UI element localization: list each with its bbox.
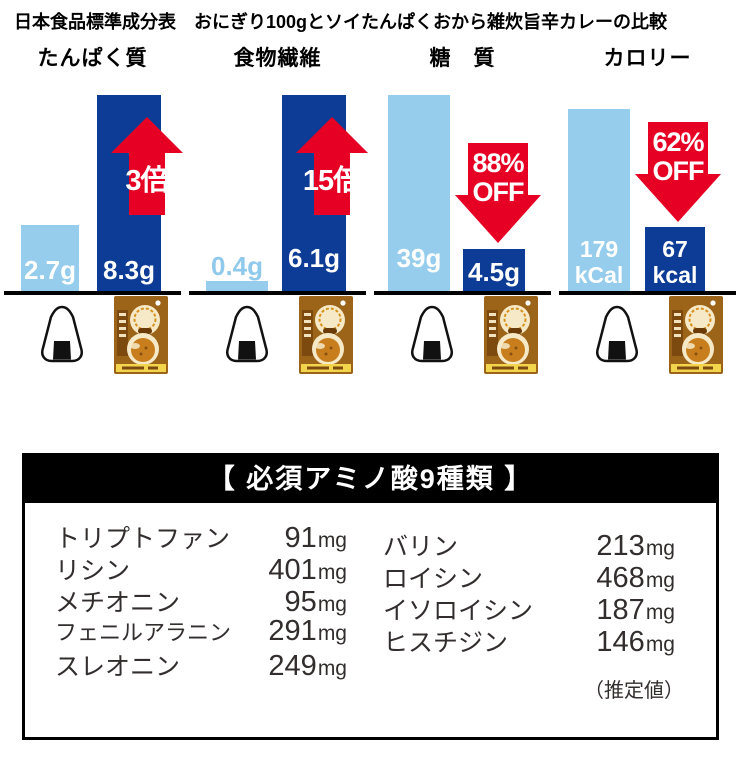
chart-group-fiber: 食物繊維 0.4g 6.1g 15倍: [185, 40, 370, 385]
amino-name: メチオニン: [55, 589, 181, 617]
amino-row: バリン 213 mg: [383, 527, 675, 562]
amino-unit: mg: [317, 529, 347, 552]
bar-value-label: 2.7g: [23, 255, 77, 285]
down-arrow-icon: [635, 122, 721, 222]
onigiri-icon: [226, 305, 268, 363]
onigiri-icon: [41, 305, 83, 363]
axis-baseline: [4, 291, 181, 295]
amino-panel-body: トリプトファン 91 mg リシン 401 mg メチオニン 95 mg フェニ…: [25, 503, 716, 737]
onigiri-icon: [596, 305, 638, 363]
amino-name: バリン: [383, 533, 459, 561]
axis-baseline: [189, 291, 366, 295]
bar-curry-sugar: 4.5g: [463, 249, 525, 292]
decrease-arrow-badge: 62% OFF: [635, 122, 721, 222]
amino-row: リシン 401 mg: [55, 551, 347, 586]
bar-value-label: 4.5g: [467, 257, 521, 287]
amino-value: 91: [284, 522, 317, 554]
amino-unit: mg: [317, 593, 347, 616]
amino-unit: mg: [645, 537, 675, 560]
amino-panel-title: 【 必須アミノ酸9種類 】: [25, 456, 716, 503]
amino-name: イソロイシン: [383, 597, 534, 625]
amino-acid-panel: 【 必須アミノ酸9種類 】 トリプトファン 91 mg リシン 401 mg メ…: [22, 453, 719, 740]
bar-onigiri-calories: 179 kCal: [568, 109, 630, 292]
increase-arrow-badge: 15倍: [296, 117, 368, 215]
onigiri-icon: [411, 305, 453, 363]
group-title-fiber: 食物繊維: [233, 47, 322, 70]
decrease-arrow-badge: 88% OFF: [455, 143, 541, 243]
badge-label: 3倍: [125, 165, 169, 197]
amino-row: ロイシン 468 mg: [383, 559, 675, 594]
amino-value: 291: [268, 615, 317, 647]
page-title: 日本食品標準成分表 おにぎり100gとソイたんぱくおから雑炊旨辛カレーの比較: [14, 12, 668, 32]
amino-name: ヒスチジン: [383, 629, 509, 657]
amino-name: リシン: [55, 557, 131, 585]
increase-arrow-badge: 3倍: [111, 117, 183, 215]
bar-onigiri-fiber: [206, 281, 268, 292]
amino-row: フェニルアラニン 291 mg: [55, 615, 347, 647]
estimated-value-note: （推定値）: [584, 680, 684, 702]
group-title-protein: たんぱく質: [37, 47, 148, 70]
down-arrow-icon: [455, 143, 541, 243]
amino-unit: mg: [317, 657, 347, 680]
curry-package-image: [669, 296, 723, 374]
chart-group-sugar: 糖 質 39g 4.5g 88% OFF: [370, 40, 555, 385]
amino-value: 187: [596, 594, 645, 626]
amino-name: トリプトファン: [55, 525, 231, 553]
up-arrow-icon: [296, 117, 368, 215]
amino-unit: mg: [645, 633, 675, 656]
bar-value-label-above: 0.4g: [210, 251, 264, 281]
amino-row: スレオニン 249 mg: [55, 647, 347, 682]
amino-unit: mg: [317, 622, 347, 645]
group-title-sugar: 糖 質: [429, 47, 496, 70]
amino-value: 249: [268, 650, 317, 682]
amino-value: 146: [596, 626, 645, 658]
amino-row: イソロイシン 187 mg: [383, 591, 675, 626]
amino-row: ヒスチジン 146 mg: [383, 623, 675, 658]
group-title-calories: カロリー: [603, 47, 692, 70]
amino-column-left: トリプトファン 91 mg リシン 401 mg メチオニン 95 mg フェニ…: [55, 519, 347, 682]
amino-value: 401: [268, 554, 317, 586]
amino-name: ロイシン: [383, 565, 484, 593]
amino-unit: mg: [645, 569, 675, 592]
amino-name: フェニルアラニン: [55, 620, 232, 645]
amino-row: トリプトファン 91 mg: [55, 519, 347, 554]
amino-row: メチオニン 95 mg: [55, 583, 347, 618]
badge-label: 62% OFF: [652, 127, 704, 186]
up-arrow-icon: [111, 117, 183, 215]
axis-baseline: [559, 291, 736, 295]
curry-package-image: [299, 296, 353, 374]
amino-value: 213: [596, 530, 645, 562]
chart-group-calories: カロリー 179 kCal 67 kcal 62% OFF: [555, 40, 740, 385]
amino-name: スレオニン: [55, 653, 181, 681]
bar-onigiri-sugar: 39g: [388, 95, 450, 292]
amino-value: 468: [596, 562, 645, 594]
badge-label: 88% OFF: [472, 148, 524, 207]
bar-value-label: 67 kcal: [652, 236, 698, 288]
badge-label: 15倍: [302, 165, 362, 197]
bar-value-label: 179 kCal: [574, 236, 624, 288]
bar-value-label: 8.3g: [102, 255, 156, 285]
curry-package-image: [114, 296, 168, 374]
amino-column-right: バリン 213 mg ロイシン 468 mg イソロイシン 187 mg ヒスチ…: [383, 527, 675, 658]
bar-value-label: 39g: [396, 243, 442, 273]
amino-unit: mg: [317, 561, 347, 584]
amino-unit: mg: [645, 601, 675, 624]
bar-onigiri-protein: 2.7g: [21, 225, 79, 292]
bar-value-label: 6.1g: [287, 243, 341, 273]
curry-package-image: [484, 296, 538, 374]
chart-group-protein: たんぱく質 2.7g 8.3g 3倍: [0, 40, 185, 385]
bar-curry-calories: 67 kcal: [645, 227, 705, 292]
amino-value: 95: [284, 586, 317, 618]
axis-baseline: [374, 291, 551, 295]
